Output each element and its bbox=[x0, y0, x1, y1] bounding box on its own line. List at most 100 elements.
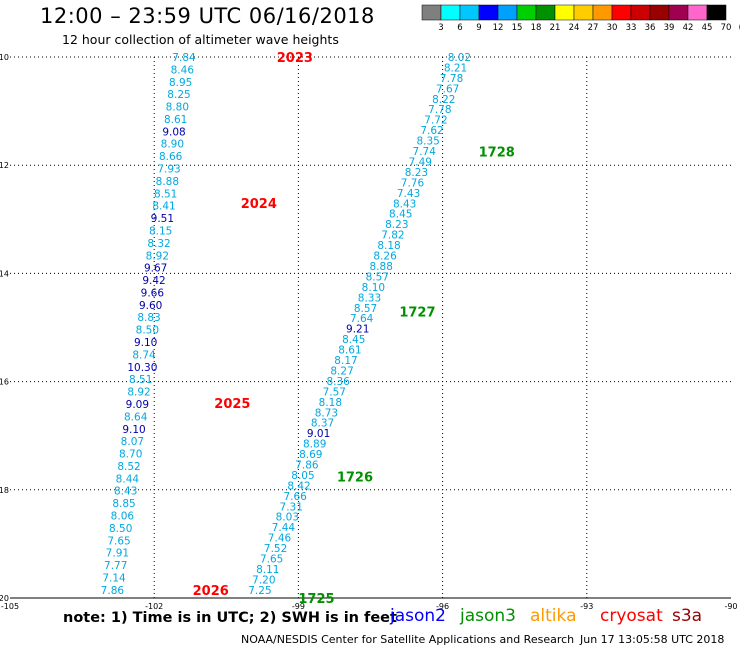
colorbar-label: 18 bbox=[531, 23, 542, 33]
pass-time-label: 1727 bbox=[399, 305, 435, 320]
pass-time-labels: 2023 2024 2025 2026 1728 1727 1726 1725 bbox=[193, 51, 515, 607]
swh-value-label: 8.95 bbox=[169, 77, 192, 89]
colorbar-label: 24 bbox=[569, 23, 580, 33]
swh-value-label: 8.89 bbox=[303, 439, 326, 451]
chart-grid bbox=[10, 56, 731, 598]
swh-value-label: 7.77 bbox=[104, 560, 127, 572]
legend-altika: altika bbox=[530, 606, 577, 626]
colorbar-swatch bbox=[535, 4, 556, 21]
swh-value-label: 8.88 bbox=[156, 176, 179, 188]
swh-value-label: 7.67 bbox=[436, 83, 459, 95]
legend-cryosat: cryosat bbox=[600, 606, 663, 626]
swh-value-label: 7.86 bbox=[101, 585, 125, 597]
colorbar-swatch bbox=[630, 4, 651, 21]
swh-value-label: 8.57 bbox=[354, 303, 377, 315]
swh-value-label: 8.03 bbox=[276, 512, 299, 524]
swh-value-label: 7.78 bbox=[428, 104, 451, 116]
swh-value-label: 8.37 bbox=[311, 418, 334, 430]
swh-value-label: 8.42 bbox=[287, 480, 310, 492]
colorbar-label: 36 bbox=[645, 23, 656, 33]
colorbar-label: 27 bbox=[588, 23, 599, 33]
pass-time-label: 1726 bbox=[337, 470, 373, 485]
swh-value-label: 7.84 bbox=[172, 52, 196, 64]
swh-value-label: 7.57 bbox=[323, 386, 346, 398]
swh-value-label: 8.73 bbox=[315, 407, 338, 419]
swh-value-label: 8.25 bbox=[167, 89, 190, 101]
colorbar-swatch bbox=[440, 4, 461, 21]
swh-value-label: 8.50 bbox=[109, 523, 132, 535]
y-tick-label: -14 bbox=[0, 269, 9, 278]
legend-jason2: jason2 bbox=[390, 606, 446, 626]
swh-value-label: 7.64 bbox=[350, 313, 374, 325]
swh-value-label: 7.65 bbox=[107, 535, 130, 547]
legend-jason3: jason3 bbox=[460, 606, 516, 626]
colorbar-swatch bbox=[459, 4, 480, 21]
swh-value-label: 9.66 bbox=[141, 287, 165, 299]
swh-value-label: 8.23 bbox=[405, 167, 428, 179]
swh-value-label: 7.65 bbox=[260, 554, 283, 566]
swh-value-label: 8.74 bbox=[132, 349, 156, 361]
swh-value-label: 8.15 bbox=[149, 225, 172, 237]
colorbar-label: 42 bbox=[683, 23, 694, 33]
swh-value-label: 8.51 bbox=[129, 374, 152, 386]
y-tick-label: -16 bbox=[0, 378, 9, 387]
swh-value-label: 8.43 bbox=[393, 198, 416, 210]
units-note: note: 1) Time is in UTC; 2) SWH is in fe… bbox=[63, 610, 397, 626]
pass-time-label: 1728 bbox=[479, 146, 515, 161]
swh-value-label: 7.46 bbox=[268, 533, 292, 545]
x-tick-label: -93 bbox=[580, 602, 593, 611]
chart-subtitle: 12 hour collection of altimeter wave hei… bbox=[62, 32, 339, 47]
swh-value-label: 8.18 bbox=[319, 397, 342, 409]
swh-value-label: 8.51 bbox=[154, 188, 177, 200]
swh-value-label: 7.20 bbox=[252, 574, 275, 586]
swh-value-label: 7.78 bbox=[440, 73, 463, 85]
y-tick-label: -18 bbox=[0, 486, 9, 495]
x-tick-label: -105 bbox=[1, 602, 19, 611]
swh-value-label: 9.21 bbox=[346, 324, 369, 336]
swh-value-label: 9.09 bbox=[126, 399, 149, 411]
x-tick-label: -96 bbox=[436, 602, 449, 611]
swh-value-label: 8.85 bbox=[112, 498, 135, 510]
swh-value-label: 8.83 bbox=[137, 312, 160, 324]
swh-value-label: 8.61 bbox=[164, 114, 187, 126]
colorbar-label: 39 bbox=[664, 23, 675, 33]
pass-time-label: 2025 bbox=[214, 397, 250, 412]
swh-value-label: 8.27 bbox=[330, 365, 353, 377]
swh-value-label: 8.41 bbox=[152, 201, 175, 213]
swh-value-label: 7.31 bbox=[280, 501, 303, 513]
swh-value-label: 9.60 bbox=[139, 300, 162, 312]
swh-value-label: 8.80 bbox=[166, 102, 189, 114]
pass-time-label: 2023 bbox=[277, 51, 313, 66]
swh-value-label: 8.92 bbox=[127, 387, 150, 399]
swh-value-label: 8.02 bbox=[448, 52, 471, 64]
colorbar-label: 45 bbox=[702, 23, 713, 33]
swh-value-label: 8.35 bbox=[416, 136, 439, 148]
swh-value-label: 9.51 bbox=[151, 213, 174, 225]
swh-value-label: 8.36 bbox=[326, 376, 350, 388]
generated-timestamp: Jun 17 13:05:58 UTC 2018 bbox=[580, 633, 725, 646]
colorbar-label: 33 bbox=[626, 23, 637, 33]
swh-value-label: 8.45 bbox=[389, 209, 412, 221]
colorbar-label: (ft) bbox=[739, 23, 740, 33]
swh-value-label: 7.44 bbox=[272, 522, 296, 534]
swh-value-label: 7.52 bbox=[264, 543, 287, 555]
y-tick-label: -12 bbox=[0, 161, 9, 170]
colorbar-label: 30 bbox=[607, 23, 618, 33]
swh-value-label: 8.45 bbox=[342, 334, 365, 346]
swh-value-label: 7.49 bbox=[409, 156, 432, 168]
colorbar-label: 9 bbox=[476, 23, 481, 33]
swh-value-label: 7.43 bbox=[397, 188, 420, 200]
colorbar-label: 12 bbox=[493, 23, 504, 33]
swh-value-label: 8.06 bbox=[111, 511, 135, 523]
swh-value-label: 8.92 bbox=[146, 250, 169, 262]
swh-value-label: 8.07 bbox=[121, 436, 144, 448]
swh-value-label: 8.61 bbox=[338, 345, 361, 357]
swh-value-label: 8.11 bbox=[256, 564, 279, 576]
swh-value-label: 8.26 bbox=[373, 251, 397, 263]
swh-value-label: 7.66 bbox=[283, 491, 307, 503]
swh-value-label: 8.33 bbox=[358, 292, 381, 304]
swh-value-label: 8.88 bbox=[370, 261, 393, 273]
x-tick-label: -90 bbox=[724, 602, 737, 611]
swh-value-label: 8.50 bbox=[136, 325, 159, 337]
swh-value-label: 8.70 bbox=[119, 449, 142, 461]
